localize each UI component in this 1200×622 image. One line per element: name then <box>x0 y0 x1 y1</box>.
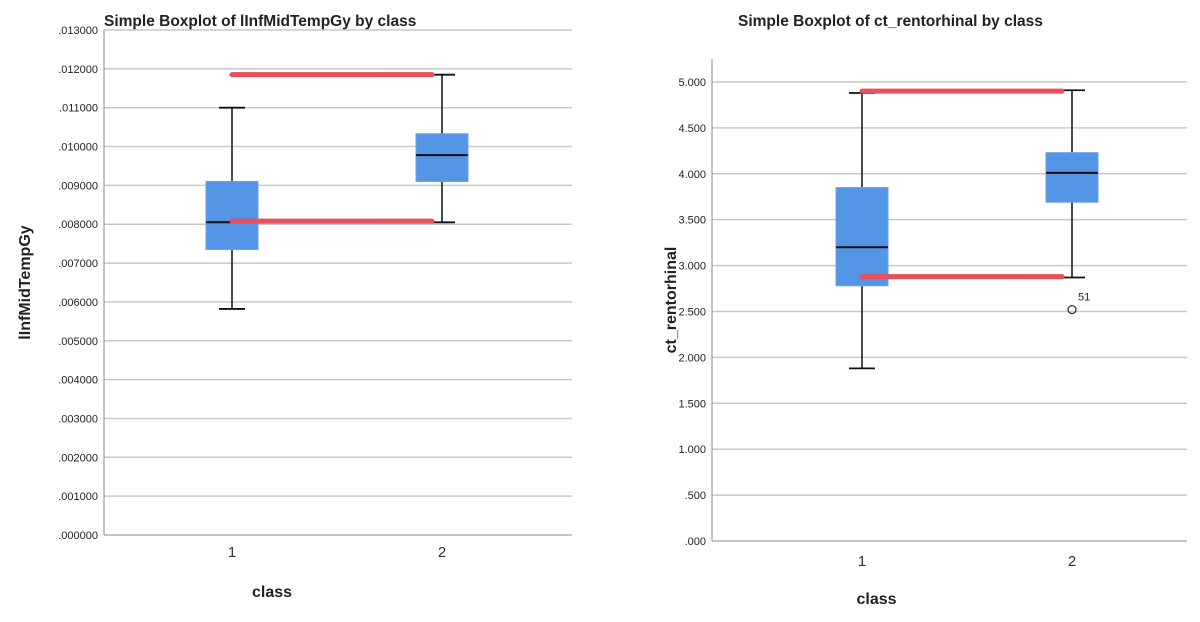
y-tick-label: .500 <box>685 490 706 502</box>
y-tick-label: 2.500 <box>678 306 706 318</box>
x-tick-label: 2 <box>1068 553 1076 570</box>
y-axis-label: ct_rentorhinal <box>663 247 680 354</box>
x-tick-label: 1 <box>228 544 236 561</box>
y-tick-label: 4.500 <box>678 123 706 135</box>
y-tick-label: .007000 <box>58 258 98 270</box>
y-tick-label: .000000 <box>58 530 98 542</box>
y-tick-label: 3.000 <box>678 261 706 273</box>
box-group <box>1045 89 1099 279</box>
y-tick-label: .005000 <box>58 336 98 348</box>
y-tick-label: .011000 <box>59 103 98 115</box>
y-tick-label: .012000 <box>58 64 98 76</box>
y-tick-label: .001000 <box>58 491 98 503</box>
box-iqr <box>835 187 889 287</box>
y-tick-label: 1.000 <box>678 444 706 456</box>
y-tick-label: 5.000 <box>678 77 706 89</box>
boxplot-chart-left: Simple Boxplot of lInfMidTempGy by class… <box>17 13 572 601</box>
y-tick-label: .004000 <box>58 375 98 387</box>
y-tick-label: .003000 <box>58 413 98 425</box>
box-iqr <box>205 181 259 250</box>
y-tick-label: 3.500 <box>678 215 706 227</box>
y-tick-label: 2.000 <box>678 352 706 364</box>
x-tick-label: 2 <box>438 544 446 561</box>
y-tick-label: 1.500 <box>678 398 706 410</box>
y-tick-label: .009000 <box>58 180 98 192</box>
x-axis-label: class <box>252 584 292 601</box>
box-group <box>835 92 889 370</box>
y-tick-label: .002000 <box>58 452 98 464</box>
box-iqr <box>1045 152 1099 203</box>
chart-title: Simple Boxplot of ct_rentorhinal by clas… <box>738 13 1043 30</box>
box-group <box>415 73 469 224</box>
y-tick-label: .010000 <box>58 142 98 154</box>
y-tick-label: .008000 <box>58 219 98 231</box>
box-iqr <box>415 133 469 183</box>
y-tick-label: .013000 <box>58 25 98 37</box>
y-tick-label: .006000 <box>58 297 98 309</box>
box-group <box>205 106 259 310</box>
y-axis-label: lInfMidTempGy <box>17 225 34 339</box>
x-axis-label: class <box>856 591 896 608</box>
outlier-point <box>1067 304 1077 315</box>
chart-title: Simple Boxplot of lInfMidTempGy by class <box>104 13 416 30</box>
y-tick-label: 4.000 <box>678 169 706 181</box>
x-tick-label: 1 <box>858 553 866 570</box>
outlier-label: 51 <box>1078 292 1090 304</box>
boxplot-chart-right: Simple Boxplot of ct_rentorhinal by clas… <box>663 13 1187 608</box>
y-tick-label: .000 <box>685 536 706 548</box>
